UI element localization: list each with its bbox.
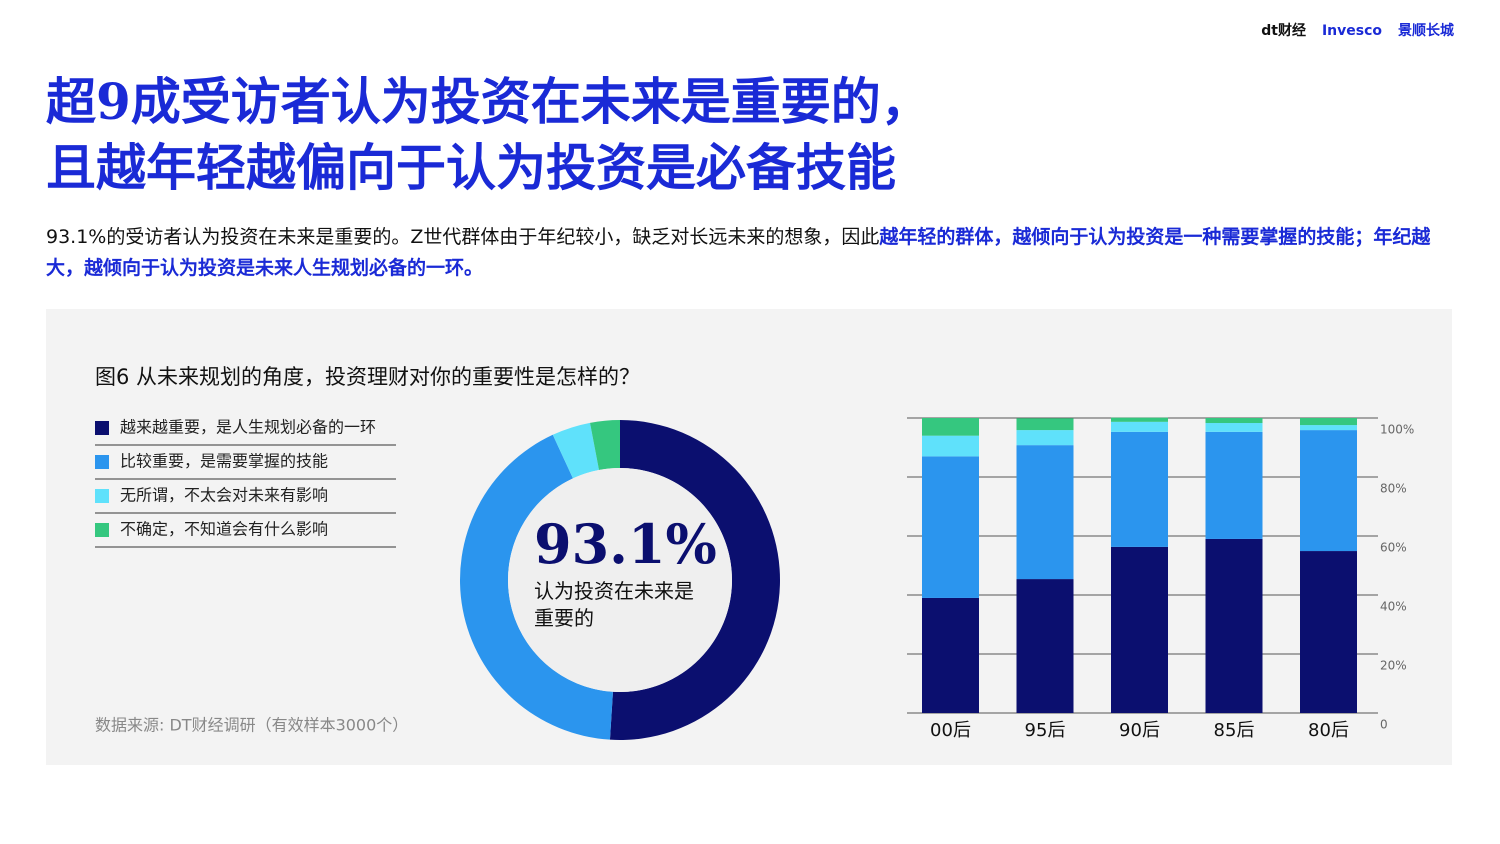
bar-segment <box>1300 418 1357 426</box>
bar-segment <box>922 418 979 436</box>
donut-segment <box>590 420 620 470</box>
legend-swatch <box>95 523 109 537</box>
x-tick-label: 80后 <box>1308 720 1349 741</box>
bar-segment <box>1016 418 1074 431</box>
center-label: 认为投资在未来是重要的 <box>534 579 694 630</box>
y-tick-label: 80% <box>1380 482 1407 496</box>
bar-segment <box>922 597 979 713</box>
bar-segment <box>1111 546 1168 713</box>
title-line: 超9成受访者认为投资在未来是重要的， <box>46 72 931 131</box>
x-tick-label: 00后 <box>930 720 971 741</box>
paragraph: 93.1%的受访者认为投资在未来是重要的。Z世代群体由于年纪较小，缺乏对长远未来… <box>46 222 1456 284</box>
bar-segment <box>1016 579 1074 713</box>
bar-segment <box>1300 430 1357 552</box>
y-tick-label: 100% <box>1380 423 1414 437</box>
figure-title: 图6 从未来规划的角度，投资理财对你的重要性是怎样的？ <box>95 365 640 389</box>
bar-segment <box>1111 431 1168 547</box>
paragraph-segment: 93.1%的受访者认为投资在未来是重要的。Z世代群体由于年纪较小，缺乏对长远未来… <box>46 226 880 248</box>
donut-segment <box>609 420 780 740</box>
bar-segment <box>922 435 979 457</box>
y-tick-label: 20% <box>1380 659 1407 673</box>
logo: Invesco <box>1321 23 1382 39</box>
bar-segment <box>1300 551 1357 713</box>
legend-swatch <box>95 455 109 469</box>
bar-segment <box>1205 423 1263 432</box>
x-tick-label: 90后 <box>1119 720 1160 741</box>
title-line: 且越年轻越偏向于认为投资是必备技能 <box>46 138 896 197</box>
donut-hole <box>508 468 732 692</box>
y-tick-label: 40% <box>1380 600 1407 614</box>
center-value: 93.1% <box>534 512 717 576</box>
bar-segment <box>1205 418 1263 424</box>
legend-label: 不确定，不知道会有什么影响 <box>120 520 328 539</box>
legend-swatch <box>95 489 109 503</box>
bar-segment <box>1111 421 1168 432</box>
paragraph-segment: 越年轻的群体，越倾向于认为投资是一种需要掌握的技能；年纪越大，越倾向于认为投资是… <box>46 226 1431 279</box>
bar-segment <box>1016 430 1074 446</box>
bar-segment <box>1205 431 1263 539</box>
logos: dt财经 Invesco 景顺长城 <box>1245 20 1454 40</box>
legend-label: 越来越重要，是人生规划必备的一环 <box>120 418 376 437</box>
bar-segment <box>1300 425 1357 431</box>
donut-segment <box>459 434 613 740</box>
source: 数据来源: DT财经调研（有效样本3000个） <box>95 716 408 735</box>
bar-segment <box>1111 417 1168 422</box>
y-tick-label: 0 <box>1380 718 1388 732</box>
legend-label: 比较重要，是需要掌握的技能 <box>120 452 328 471</box>
x-tick-label: 95后 <box>1025 720 1066 741</box>
legend-swatch <box>95 421 109 435</box>
y-tick-label: 60% <box>1380 541 1407 555</box>
x-tick-label: 85后 <box>1214 720 1255 741</box>
bar-segment <box>1205 538 1263 713</box>
bar-segment <box>922 456 979 598</box>
bar-segment <box>1016 445 1074 580</box>
logo: 景顺长城 <box>1398 23 1454 39</box>
legend-label: 无所谓，不太会对未来有影响 <box>120 486 328 505</box>
logo: dt财经 <box>1261 23 1306 39</box>
donut-segment <box>552 422 600 479</box>
